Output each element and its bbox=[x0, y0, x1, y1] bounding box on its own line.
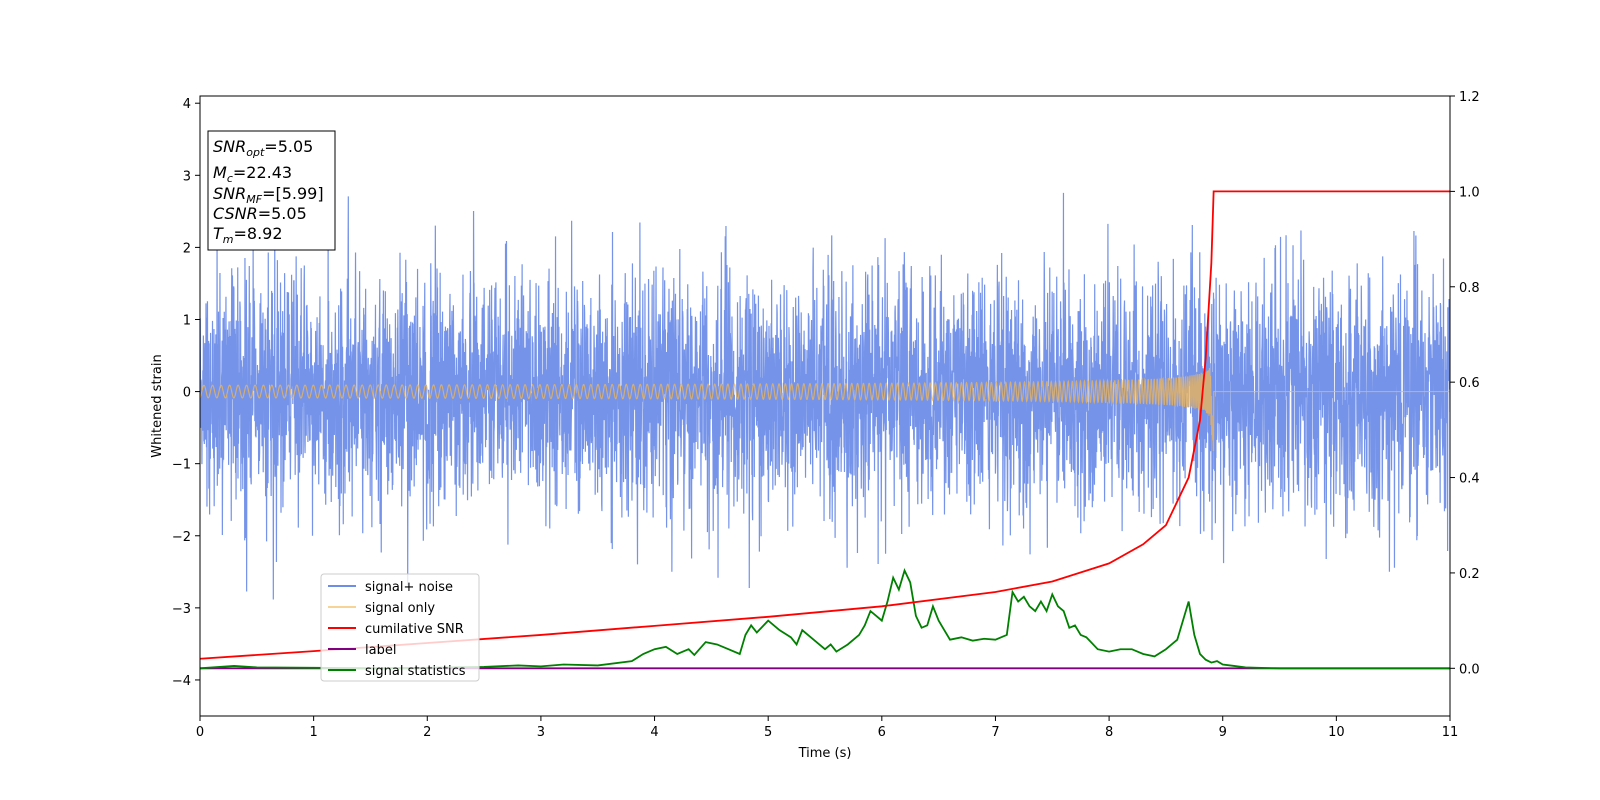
x-tick-label: 2 bbox=[423, 725, 431, 740]
x-tick-label: 9 bbox=[1219, 725, 1227, 740]
x-tick-label: 0 bbox=[196, 725, 204, 740]
y-right-tick-label: 1.2 bbox=[1459, 90, 1480, 105]
legend-frame bbox=[320, 573, 480, 682]
y-left-tick-label: 2 bbox=[183, 241, 191, 256]
y-left-tick-label: 3 bbox=[183, 169, 191, 184]
axes-ticks: 0 1 2 3 4 5 6 7 8 9 10 11 −4 −3 −2 −1 0 1 2 3 4 0.0 0.2 0.4 0.6 0… bbox=[172, 90, 1480, 740]
y-left-tick-label: −2 bbox=[172, 530, 191, 545]
y-right-tick-label: 0.4 bbox=[1459, 472, 1480, 487]
x-tick-label: 5 bbox=[764, 725, 772, 740]
x-axis-label: Time (s) bbox=[798, 746, 852, 761]
y-right-tick-label: 0.8 bbox=[1459, 281, 1480, 296]
y-right-tick-label: 0.2 bbox=[1459, 567, 1480, 582]
legend-label-label: label bbox=[365, 643, 396, 658]
x-tick-label: 11 bbox=[1442, 725, 1459, 740]
series-signal-noise-line bbox=[200, 192, 1450, 600]
info-box: SNRopt=5.05 Mc=22.43 SNRMF=[5.99] CSNR=5… bbox=[207, 130, 336, 251]
info-mc: Mc=22.43 bbox=[213, 163, 292, 185]
info-csnr: CSNR=5.05 bbox=[213, 204, 307, 223]
x-tick-label: 4 bbox=[650, 725, 658, 740]
x-tick-label: 6 bbox=[878, 725, 886, 740]
y-left-tick-label: 4 bbox=[183, 97, 191, 112]
info-snr-mf: SNRMF=[5.99] bbox=[213, 184, 324, 206]
plot-frame bbox=[199, 95, 1451, 717]
y-right-tick-label: 1.0 bbox=[1459, 185, 1480, 200]
info-snr-opt: SNRopt=5.05 bbox=[213, 137, 313, 159]
y-right-tick-label: 0.6 bbox=[1459, 376, 1480, 391]
y-left-tick-label: −1 bbox=[172, 458, 191, 473]
series-signal-statistics-line bbox=[200, 568, 1450, 670]
info-tm: Tm=8.92 bbox=[213, 224, 283, 246]
x-tick-label: 7 bbox=[991, 725, 999, 740]
legend-label-signal-only: signal only bbox=[365, 601, 435, 616]
y-left-tick-label: −4 bbox=[172, 674, 191, 689]
y-left-tick-label: −3 bbox=[172, 602, 191, 617]
x-tick-label: 3 bbox=[537, 725, 545, 740]
legend-label-cumulative-snr: cumilative SNR bbox=[365, 622, 464, 637]
y-left-tick-label: 1 bbox=[183, 313, 191, 328]
legend: signal+ noise signal only cumilative SNR… bbox=[320, 573, 480, 682]
info-box-frame bbox=[207, 130, 336, 251]
y-left-tick-label: 0 bbox=[183, 386, 191, 401]
legend-label-signal-statistics: signal statistics bbox=[365, 664, 466, 679]
y-axis-label: Whitened strain bbox=[150, 354, 165, 457]
x-tick-label: 10 bbox=[1328, 725, 1345, 740]
x-tick-label: 8 bbox=[1105, 725, 1113, 740]
legend-label-signal-noise: signal+ noise bbox=[365, 580, 453, 595]
y-right-tick-label: 0.0 bbox=[1459, 662, 1480, 677]
x-tick-label: 1 bbox=[309, 725, 317, 740]
series-signal-only-line bbox=[200, 368, 1450, 451]
series-cumulative-snr-line bbox=[200, 190, 1450, 660]
